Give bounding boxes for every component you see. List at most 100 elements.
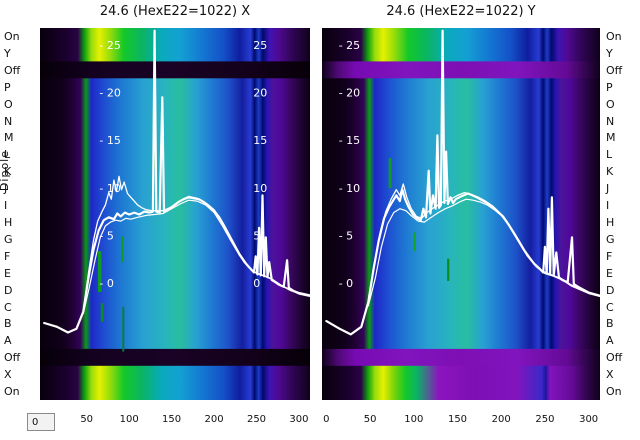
heatmap-row [322, 315, 600, 333]
heatmap-row [40, 28, 310, 46]
dipole-row-label-left: A [4, 334, 12, 348]
heatmap-row [40, 112, 310, 130]
heatmap-row [322, 281, 600, 299]
heatmap-row [40, 365, 310, 384]
heatmap-row [40, 230, 310, 249]
heatmap-row [322, 298, 600, 316]
panel-x-title: 24.6 (HexE22=1022) X [99, 4, 251, 19]
dipole-row-label-right: I [606, 199, 610, 212]
heatmap-row [40, 382, 310, 400]
value-tick-label: - 5 [339, 229, 353, 242]
x-tick-label: 50 [363, 414, 377, 425]
heatmap-row [40, 146, 310, 164]
value-tick-label-right: 15 [253, 134, 267, 147]
value-tick-label-right: 10 [253, 182, 267, 195]
heatmap-row [40, 95, 310, 113]
dipole-row-label-right: X [606, 368, 614, 382]
heatmap-row [40, 61, 310, 80]
heatmap-row [322, 213, 600, 232]
heatmap-row [322, 28, 600, 46]
dipole-row-label-left: B [4, 317, 12, 331]
heatmap-row [322, 78, 600, 96]
x-tick-label: 150 [447, 414, 468, 425]
dipole-row-label-right: H [606, 216, 615, 229]
heatmap-row [322, 61, 600, 80]
heatmap-row [40, 129, 310, 147]
value-tick-label: - 0 [99, 277, 113, 290]
heatmap-row [40, 44, 310, 63]
x-tick-label: 300 [579, 414, 599, 425]
value-tick-label: - 20 [99, 87, 120, 100]
value-tick-label: - 25 [339, 39, 360, 52]
x-tick-label: 50 [80, 414, 94, 425]
heatmap-row [40, 298, 310, 316]
heatmap-row [322, 112, 600, 130]
dipole-row-label-left: On [4, 30, 20, 43]
dipole-row-label-left: Y [4, 46, 11, 60]
dipole-row-label-right: P [606, 80, 613, 94]
dipole-row-label-left: G [4, 232, 13, 246]
dipole-row-label-right: J [606, 182, 610, 196]
dipole-row-label-right: Off [606, 351, 623, 365]
dipole-row-label-left: Off [4, 351, 21, 365]
dipole-row-label-left: Off [4, 63, 21, 77]
heatmap-row [322, 146, 600, 164]
dipole-row-label-left: J [4, 182, 8, 196]
x-tick-label: 250 [246, 414, 267, 425]
dipole-row-label-right: Off [606, 63, 623, 77]
dipole-row-label-right: O [606, 97, 615, 111]
value-tick-label: - 0 [339, 277, 353, 290]
heatmap-row [322, 365, 600, 384]
x-tick-label: 250 [535, 414, 555, 425]
dipole-row-label-right: K [606, 165, 614, 179]
dipole-row-label-left: K [4, 165, 12, 179]
dipole-row-label-left: D [4, 283, 13, 297]
value-tick-label: - 10 [99, 182, 120, 195]
heatmap-row [40, 348, 310, 367]
dipole-row-label-right: A [606, 334, 614, 348]
dipole-row-label-right: F [606, 249, 613, 263]
dipole-row-label-left: M [4, 131, 14, 145]
dipole-row-label-left: N [4, 114, 13, 128]
value-tick-label: - 5 [99, 229, 113, 242]
heatmap-row [322, 348, 600, 367]
heatmap-row [322, 44, 600, 63]
heatmap-row [322, 196, 600, 215]
dipole-row-label-right: D [606, 283, 615, 297]
value-tick-label: - 20 [339, 87, 360, 100]
trace-3 [82, 199, 310, 315]
dipole-row-label-left: P [4, 80, 11, 94]
x-tick-label: 0 [323, 414, 330, 425]
value-tick-label: - 25 [99, 39, 120, 52]
trace-main [325, 29, 600, 336]
dipole-row-label-right: C [606, 300, 614, 314]
dipole-row-label-left: I [4, 199, 8, 212]
value-tick-label-right: 20 [253, 87, 267, 100]
value-tick-label-right: 0 [253, 277, 260, 290]
x-tick-label: 200 [204, 414, 224, 425]
dipole-row-label-right: N [606, 114, 615, 128]
heatmap-row [40, 213, 310, 232]
heatmap-row [322, 95, 600, 113]
dipole-row-label-right: L [606, 148, 613, 162]
trace-2 [367, 183, 600, 303]
dipole-row-label-right: M [606, 131, 616, 145]
value-tick-label: - 15 [99, 134, 120, 147]
value-tick-label-right: 25 [253, 39, 267, 52]
corner-spinbox[interactable]: 0 [27, 413, 55, 431]
dipole-row-label-right: On [606, 385, 622, 398]
panel-y-title: 24.6 (HexE22=1022) Y [386, 4, 536, 19]
dipole-row-label-left: F [4, 249, 11, 263]
heatmap-row [40, 315, 310, 333]
heatmap-row [40, 264, 310, 282]
heatmap-row [40, 179, 310, 198]
dipole-row-label-left: On [4, 385, 20, 398]
value-tick-label-right: 5 [253, 229, 260, 242]
dipole-row-label-left: E [4, 266, 11, 280]
x-tick-label: 100 [404, 414, 424, 425]
dipole-row-label-left: X [4, 368, 12, 382]
heatmap-row [322, 230, 600, 249]
trace-3 [367, 198, 600, 307]
heatmap-row [322, 332, 600, 350]
